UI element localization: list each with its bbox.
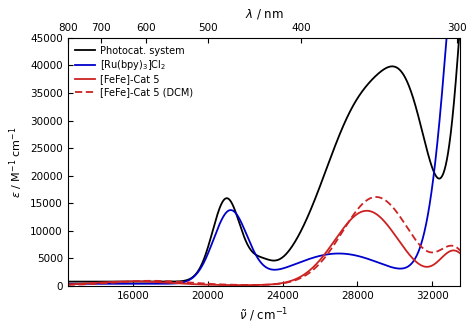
X-axis label: $\tilde{\nu}$ / cm$^{-1}$: $\tilde{\nu}$ / cm$^{-1}$ — [239, 307, 289, 324]
Photocat. system — [233, 211, 239, 215]
[FeFe]-Cat 5 — [459, 253, 465, 257]
[Ru(bpy)$_3$]Cl$_2$ — [110, 282, 116, 286]
[FeFe]-Cat 5 (DCM) — [110, 281, 116, 285]
[FeFe]-Cat 5 (DCM) — [459, 251, 465, 255]
Line: Photocat. system: Photocat. system — [68, 32, 462, 282]
[Ru(bpy)$_3$]Cl$_2$ — [452, 30, 457, 34]
[FeFe]-Cat 5 (DCM) — [409, 233, 415, 237]
[FeFe]-Cat 5 (DCM) — [133, 279, 139, 283]
[FeFe]-Cat 5 (DCM) — [65, 283, 71, 287]
[FeFe]-Cat 5 (DCM) — [216, 282, 222, 286]
[FeFe]-Cat 5 (DCM) — [248, 283, 254, 287]
Line: [Ru(bpy)$_3$]Cl$_2$: [Ru(bpy)$_3$]Cl$_2$ — [68, 32, 462, 284]
[Ru(bpy)$_3$]Cl$_2$ — [444, 30, 450, 34]
[FeFe]-Cat 5 — [409, 256, 415, 260]
Line: [FeFe]-Cat 5 (DCM): [FeFe]-Cat 5 (DCM) — [68, 197, 462, 285]
[FeFe]-Cat 5 — [110, 280, 116, 284]
Photocat. system — [451, 97, 457, 101]
[Ru(bpy)$_3$]Cl$_2$ — [133, 282, 139, 286]
X-axis label: $\lambda$ / nm: $\lambda$ / nm — [245, 7, 283, 21]
[FeFe]-Cat 5 (DCM) — [233, 283, 239, 287]
Photocat. system — [456, 30, 462, 34]
[FeFe]-Cat 5 — [65, 282, 71, 286]
Y-axis label: $\varepsilon$ / M$^{-1}$ cm$^{-1}$: $\varepsilon$ / M$^{-1}$ cm$^{-1}$ — [7, 126, 25, 198]
[FeFe]-Cat 5 — [233, 283, 239, 287]
Photocat. system — [216, 208, 222, 212]
Line: [FeFe]-Cat 5: [FeFe]-Cat 5 — [68, 211, 462, 285]
Photocat. system — [459, 30, 465, 34]
Photocat. system — [110, 280, 116, 284]
[FeFe]-Cat 5 (DCM) — [373, 195, 379, 199]
[FeFe]-Cat 5 — [239, 283, 245, 287]
Photocat. system — [409, 92, 415, 96]
[Ru(bpy)$_3$]Cl$_2$ — [459, 30, 465, 34]
Legend: Photocat. system, [Ru(bpy)$_3$]Cl$_2$, [FeFe]-Cat 5, [FeFe]-Cat 5 (DCM): Photocat. system, [Ru(bpy)$_3$]Cl$_2$, [… — [73, 43, 196, 100]
[Ru(bpy)$_3$]Cl$_2$ — [233, 212, 239, 215]
Photocat. system — [133, 280, 139, 284]
[Ru(bpy)$_3$]Cl$_2$ — [65, 282, 71, 286]
[Ru(bpy)$_3$]Cl$_2$ — [409, 261, 415, 265]
[FeFe]-Cat 5 — [452, 249, 457, 253]
Photocat. system — [65, 280, 71, 284]
[FeFe]-Cat 5 (DCM) — [452, 244, 457, 248]
[FeFe]-Cat 5 — [216, 283, 222, 287]
[Ru(bpy)$_3$]Cl$_2$ — [216, 224, 222, 228]
[FeFe]-Cat 5 — [364, 209, 370, 213]
[FeFe]-Cat 5 — [133, 279, 139, 283]
